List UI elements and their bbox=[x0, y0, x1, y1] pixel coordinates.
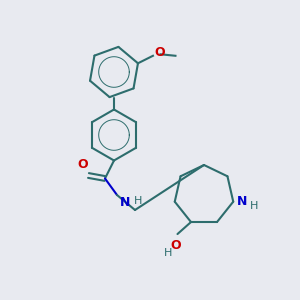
Text: O: O bbox=[154, 46, 165, 59]
Text: N: N bbox=[237, 195, 247, 208]
Text: H: H bbox=[250, 201, 258, 211]
Text: H: H bbox=[134, 196, 142, 206]
Text: N: N bbox=[120, 196, 130, 209]
Text: O: O bbox=[77, 158, 88, 171]
Text: H: H bbox=[164, 248, 173, 257]
Text: O: O bbox=[171, 238, 181, 251]
